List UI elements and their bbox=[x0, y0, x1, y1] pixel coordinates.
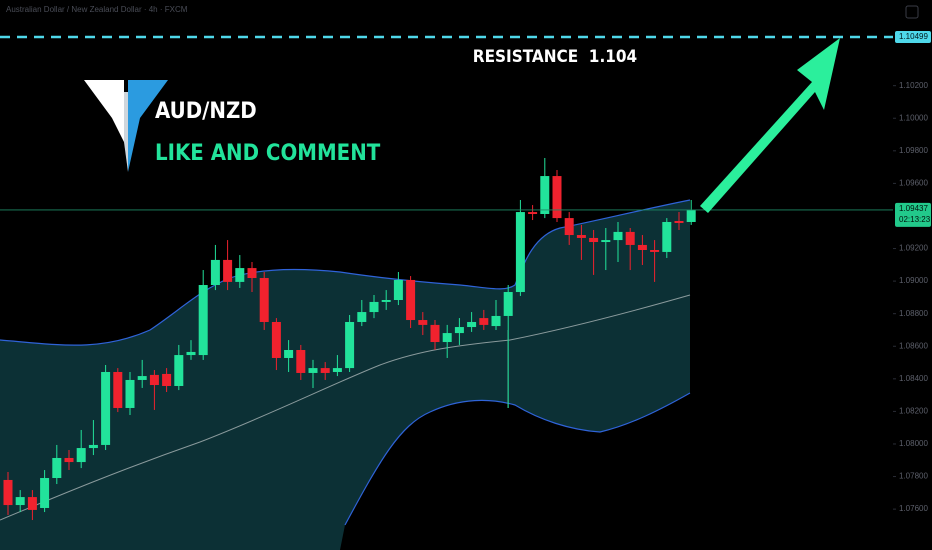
candle-body bbox=[418, 320, 428, 325]
settings-icon[interactable] bbox=[905, 5, 919, 19]
candle-body bbox=[271, 321, 281, 358]
candle-body bbox=[442, 333, 452, 343]
call-to-action: LIKE AND COMMENT bbox=[155, 141, 381, 166]
candle-body bbox=[15, 497, 25, 506]
candle-body bbox=[625, 231, 635, 245]
band-lower bbox=[344, 392, 691, 526]
candle-body bbox=[186, 351, 196, 356]
pair-label: AUD/NZD bbox=[155, 99, 257, 124]
candle-body bbox=[674, 221, 684, 223]
y-tick-label: 1.09200 bbox=[899, 244, 928, 253]
candle-body bbox=[686, 209, 696, 222]
y-tick-label: 1.08200 bbox=[899, 407, 928, 416]
candle-body bbox=[308, 368, 318, 373]
y-tick-label: 1.08400 bbox=[899, 374, 928, 383]
candle-body bbox=[491, 315, 501, 327]
candle-body bbox=[137, 376, 147, 380]
band-middle bbox=[0, 294, 691, 521]
candle-body bbox=[64, 457, 74, 463]
candle-body bbox=[503, 292, 513, 316]
candle-body bbox=[454, 327, 464, 334]
candle-body bbox=[101, 371, 111, 445]
candle-body bbox=[406, 279, 416, 321]
y-tick-label: 1.08000 bbox=[899, 439, 928, 448]
candle-body bbox=[637, 244, 647, 250]
candle-body bbox=[113, 371, 123, 408]
candle-body bbox=[284, 350, 294, 358]
y-tick-label: 1.08600 bbox=[899, 341, 928, 350]
candle-body bbox=[223, 259, 233, 282]
candle-body bbox=[540, 176, 550, 215]
logo bbox=[84, 80, 168, 172]
candle-body bbox=[345, 321, 355, 369]
price-axis bbox=[893, 0, 932, 550]
y-tick-label: 1.10000 bbox=[899, 113, 928, 122]
last-price: 1.09437 bbox=[899, 204, 928, 213]
candle-body bbox=[296, 350, 306, 373]
candle-body bbox=[650, 250, 660, 252]
candle-body bbox=[76, 448, 86, 463]
resistance-label: RESISTANCE 1.104 bbox=[473, 47, 637, 67]
resistance-price: 1.10499 bbox=[899, 32, 928, 41]
candle-body bbox=[564, 218, 574, 236]
candle-body bbox=[528, 212, 538, 215]
countdown: 02:13:23 bbox=[899, 215, 931, 224]
candle-body bbox=[174, 355, 184, 386]
candle-body bbox=[393, 279, 403, 300]
y-tick-label: 1.08800 bbox=[899, 309, 928, 318]
candle-body bbox=[88, 444, 98, 449]
y-tick-label: 1.07800 bbox=[899, 472, 928, 481]
symbol-header: Australian Dollar / New Zealand Dollar ·… bbox=[6, 5, 188, 14]
candle-body bbox=[247, 268, 257, 279]
candle-body bbox=[320, 368, 330, 373]
candle-body bbox=[162, 373, 172, 386]
resistance-price-tag bbox=[895, 30, 931, 43]
candle-body bbox=[589, 237, 599, 243]
candle-body bbox=[125, 379, 135, 408]
candle-body bbox=[332, 368, 342, 372]
y-tick-label: 1.10200 bbox=[899, 81, 928, 90]
candle-body bbox=[40, 478, 50, 508]
candle-body bbox=[3, 479, 13, 506]
candle-body bbox=[515, 212, 525, 293]
candle-body bbox=[430, 324, 440, 343]
candle-body bbox=[369, 301, 379, 313]
y-tick-label: 1.07600 bbox=[899, 504, 928, 513]
y-tick-label: 1.09000 bbox=[899, 276, 928, 285]
y-tick-label: 1.09600 bbox=[899, 178, 928, 187]
target-arrow bbox=[700, 38, 840, 213]
candle-body bbox=[381, 300, 391, 302]
candle-body bbox=[149, 374, 159, 386]
candle-body bbox=[601, 240, 611, 243]
candle-body bbox=[27, 497, 37, 510]
candle-body bbox=[52, 457, 62, 479]
candle-body bbox=[552, 176, 562, 219]
candle-body bbox=[576, 235, 586, 238]
candle-body bbox=[235, 268, 245, 282]
last-price-tag bbox=[895, 202, 931, 227]
candle-body bbox=[198, 285, 208, 356]
candle-body bbox=[613, 231, 623, 241]
candle-body bbox=[467, 321, 477, 328]
y-tick-label: 1.09800 bbox=[899, 146, 928, 155]
candle-body bbox=[259, 278, 269, 322]
candle-body bbox=[357, 312, 367, 322]
candle-body bbox=[662, 221, 672, 252]
candle-body bbox=[210, 259, 220, 286]
band-upper bbox=[0, 199, 691, 346]
candle-body bbox=[479, 318, 489, 325]
